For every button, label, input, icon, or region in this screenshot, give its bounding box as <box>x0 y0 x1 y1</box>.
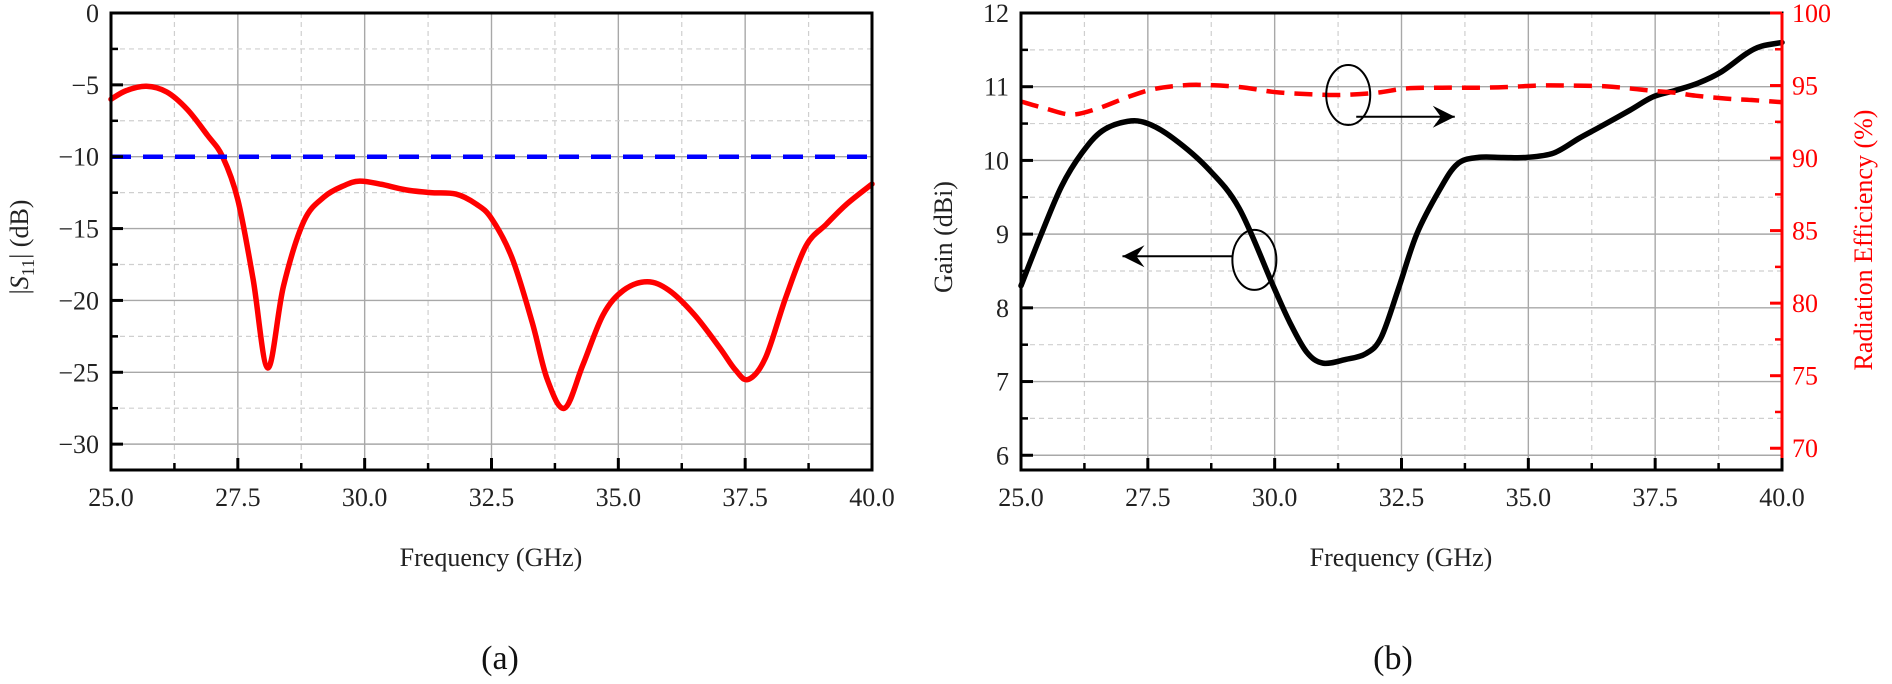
y-tick-label: −5 <box>71 71 99 100</box>
series-s11 <box>108 83 875 411</box>
chart-a-ylabel: |S11| (dB) <box>5 200 38 295</box>
arrow-right-icon <box>1432 105 1455 128</box>
y-right-tick-label: 80 <box>1792 289 1818 318</box>
chart-b-annotations <box>1122 63 1455 291</box>
chart-a-ticks: 25.0 27.5 30.0 32.5 35.0 37.5 40.0 0 −5 −10 −15 −20… <box>58 0 894 512</box>
chart-b-ticks: 25.0 27.5 30.0 32.5 35.0 37.5 40.0 6 7 8 9 10 11 12 70… <box>983 0 1831 512</box>
y-tick-label: 7 <box>996 368 1009 397</box>
y-tick-label: 12 <box>983 0 1009 28</box>
chart-a-series <box>108 83 875 411</box>
chart-a-xlabel: Frequency (GHz) <box>400 543 583 572</box>
x-tick-label: 25.0 <box>998 483 1044 512</box>
y-right-tick-label: 100 <box>1792 0 1831 28</box>
arrow-left-icon <box>1122 245 1145 268</box>
y-tick-label: 10 <box>983 146 1009 175</box>
chart-b-gain-efficiency: 25.0 27.5 30.0 32.5 35.0 37.5 40.0 6 7 8 9 10 11 12 70… <box>929 0 1878 677</box>
y-right-tick-label: 70 <box>1792 434 1818 463</box>
y-right-tick-label: 90 <box>1792 144 1818 173</box>
ylabel-unit: | (dB) <box>5 200 34 259</box>
y-tick-label: 6 <box>996 441 1009 470</box>
y-right-tick-label: 95 <box>1792 72 1818 101</box>
y-tick-label: 8 <box>996 294 1009 323</box>
x-tick-label: 30.0 <box>1252 483 1298 512</box>
x-tick-label: 32.5 <box>469 483 515 512</box>
ylabel-subscript: 11 <box>18 259 38 276</box>
chart-a-s11: 25.0 27.5 30.0 32.5 35.0 37.5 40.0 0 −5 −10 −15 −20… <box>5 0 895 677</box>
chart-b-grid <box>1021 13 1782 470</box>
x-tick-label: 37.5 <box>1632 483 1678 512</box>
series-gain <box>1018 39 1785 367</box>
y-tick-label: 9 <box>996 220 1009 249</box>
y-tick-label: −25 <box>58 358 99 387</box>
y-tick-label: −20 <box>58 286 99 315</box>
y-right-tick-label: 85 <box>1792 217 1818 246</box>
chart-b-ylabel-left: Gain (dBi) <box>929 181 958 293</box>
x-tick-label: 37.5 <box>722 483 768 512</box>
x-tick-label: 27.5 <box>1125 483 1171 512</box>
y-tick-label: 0 <box>86 0 99 28</box>
chart-b-series <box>1018 39 1785 367</box>
y-right-tick-label: 75 <box>1792 362 1818 391</box>
chart-a-grid <box>111 13 872 470</box>
x-tick-label: 32.5 <box>1379 483 1425 512</box>
chart-b-ylabel-right: Radiation Efficiency (%) <box>1849 110 1878 371</box>
annotation-ellipse <box>1325 63 1372 126</box>
x-tick-label: 40.0 <box>849 483 895 512</box>
caption-b: (b) <box>1373 640 1413 677</box>
annotation-ellipse <box>1231 228 1278 291</box>
ylabel-s: S <box>5 276 34 289</box>
chart-b-xlabel: Frequency (GHz) <box>1310 543 1493 572</box>
y-tick-label: 11 <box>984 73 1009 102</box>
caption-a: (a) <box>481 640 519 677</box>
x-tick-label: 27.5 <box>215 483 261 512</box>
x-tick-label: 30.0 <box>342 483 388 512</box>
x-tick-label: 25.0 <box>88 483 134 512</box>
y-tick-label: −15 <box>58 215 99 244</box>
x-tick-label: 40.0 <box>1759 483 1805 512</box>
x-tick-label: 35.0 <box>1506 483 1552 512</box>
ylabel-bar-left: | <box>5 289 34 294</box>
series-radiation-efficiency <box>1020 82 1783 117</box>
y-tick-label: −30 <box>58 430 99 459</box>
x-tick-label: 35.0 <box>596 483 642 512</box>
y-tick-label: −10 <box>58 143 99 172</box>
